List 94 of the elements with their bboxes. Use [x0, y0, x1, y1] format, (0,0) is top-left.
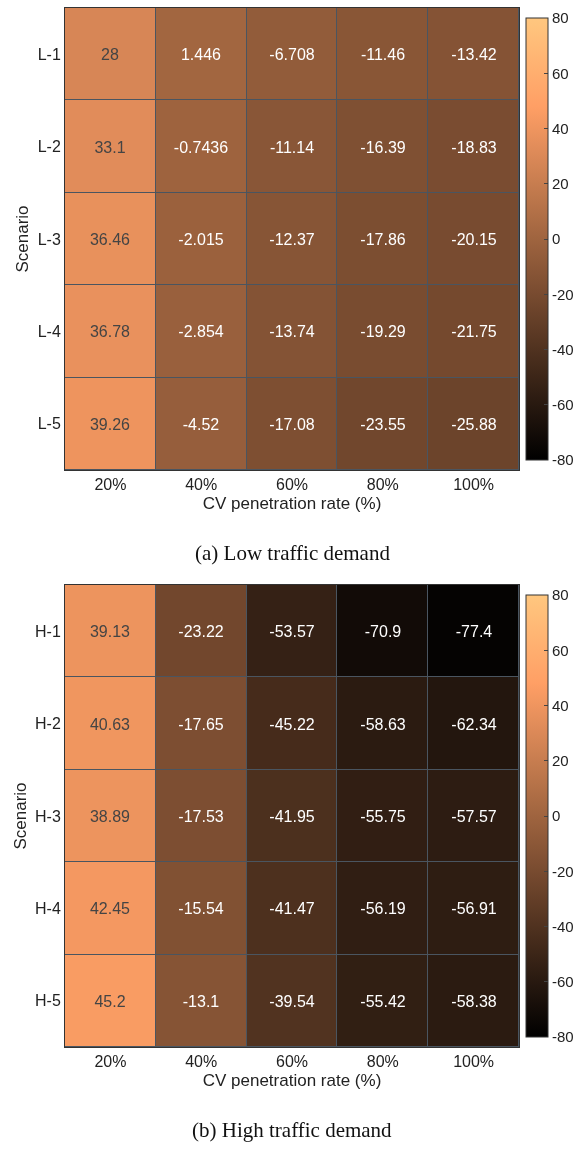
color-bar-label: -20: [552, 862, 574, 880]
y-tick-label: H-4: [35, 900, 61, 917]
data-label: 42.45: [89, 899, 131, 917]
data-label: -17.53: [178, 807, 224, 825]
data-label: 1.446: [180, 45, 222, 63]
y-axis-title: Scenario: [10, 782, 30, 850]
color-bar-label: -40: [552, 917, 574, 935]
data-label: -15.54: [178, 899, 224, 917]
data-label: -12.37: [269, 230, 315, 248]
data-label: -57.57: [451, 807, 497, 825]
data-label: -62.34: [451, 715, 497, 733]
data-label: 45.2: [94, 992, 126, 1010]
y-tick-label: L-2: [37, 138, 61, 156]
x-tick-label: 60%: [275, 1053, 309, 1071]
y-tick-label: L-3: [37, 230, 61, 248]
color-bar-label: -80: [552, 451, 574, 469]
color-bar-label: -60: [552, 396, 574, 413]
color-bar-label: 80: [552, 9, 569, 27]
data-label: -13.42: [451, 45, 497, 63]
color-bar-label: -20: [552, 285, 574, 303]
data-label: 39.13: [89, 622, 131, 640]
x-tick-label: 100%: [453, 476, 495, 494]
data-label: -77.4: [455, 622, 493, 640]
data-label: -41.95: [269, 807, 315, 825]
color-bar-label: 60: [552, 64, 569, 82]
y-tick-label: L-1: [37, 45, 61, 63]
data-label: -11.46: [360, 45, 406, 63]
color-bar-label: 40: [552, 119, 569, 137]
data-label: 39.26: [89, 415, 131, 433]
color-bar-label: 60: [552, 641, 569, 659]
data-label: -56.91: [451, 899, 497, 917]
color-bar-label: -80: [552, 1028, 574, 1046]
data-label: 33.1: [94, 138, 126, 156]
x-tick-label: 80%: [366, 476, 399, 494]
data-label: -39.54: [269, 992, 315, 1010]
data-label: -70.9: [364, 622, 402, 640]
data-label: -11.14: [269, 138, 315, 156]
data-label: -45.22: [269, 715, 315, 733]
data-label: -55.42: [360, 992, 406, 1010]
data-label: -25.88: [451, 415, 497, 433]
y-tick-label: H-3: [35, 807, 61, 825]
data-label: -41.47: [269, 899, 315, 917]
color-bar-label: 20: [552, 175, 569, 192]
data-label: -0.7436: [173, 138, 229, 156]
y-tick-label: L-4: [37, 323, 61, 340]
text: (b) High traffic demand: [192, 1118, 393, 1142]
data-label: -13.1: [182, 992, 220, 1010]
data-label: -18.83: [451, 138, 497, 156]
y-tick-label: L-5: [37, 415, 61, 433]
data-label: -58.63: [360, 715, 406, 733]
text: (a) Low traffic demand: [195, 541, 391, 565]
x-tick-label: 20%: [94, 1053, 127, 1071]
data-label: -13.74: [269, 322, 315, 340]
x-tick-label: 100%: [453, 1053, 495, 1071]
y-tick-label: H-5: [35, 992, 61, 1010]
x-axis-title: CV penetration rate (%): [202, 1070, 382, 1090]
data-label: -58.38: [451, 992, 497, 1010]
data-label: 38.89: [89, 807, 131, 825]
data-label: -19.29: [360, 322, 406, 340]
y-axis-title: Scenario: [13, 205, 33, 273]
data-label: -21.75: [451, 322, 497, 340]
y-tick-label: H-1: [35, 622, 61, 640]
data-label: 40.63: [89, 715, 131, 733]
data-label: 28: [101, 45, 119, 63]
color-bar-label: 40: [552, 696, 569, 714]
data-label: -55.75: [360, 807, 406, 825]
data-label: -4.52: [182, 415, 220, 433]
color-bar-label: -60: [552, 973, 574, 990]
data-label: -2.015: [178, 230, 224, 248]
data-label: -23.22: [178, 622, 224, 640]
data-label: -17.08: [269, 415, 315, 433]
x-tick-label: 80%: [366, 1053, 399, 1071]
data-label: -20.15: [451, 230, 497, 248]
y-tick-label: H-2: [35, 715, 61, 733]
data-label: -23.55: [360, 415, 406, 433]
color-bar-label: 20: [552, 752, 569, 769]
data-label: -17.65: [178, 715, 224, 733]
color-bar-label: 0: [552, 807, 561, 825]
x-tick-label: 40%: [185, 476, 218, 494]
x-tick-label: 20%: [94, 476, 127, 494]
data-label: -17.86: [360, 230, 406, 248]
x-axis-title: CV penetration rate (%): [202, 493, 382, 513]
data-label: -2.854: [178, 322, 224, 340]
color-bar-label: 0: [552, 230, 561, 248]
data-label: -56.19: [360, 899, 406, 917]
x-tick-label: 40%: [185, 1053, 218, 1071]
data-label: -6.708: [269, 45, 315, 63]
x-tick-label: 60%: [275, 476, 309, 494]
color-bar-label: -40: [552, 340, 574, 358]
data-label: 36.78: [89, 322, 131, 340]
data-label: 36.46: [89, 230, 131, 248]
data-label: -53.57: [269, 622, 315, 640]
data-label: -16.39: [360, 138, 406, 156]
color-bar-label: 80: [552, 586, 569, 604]
